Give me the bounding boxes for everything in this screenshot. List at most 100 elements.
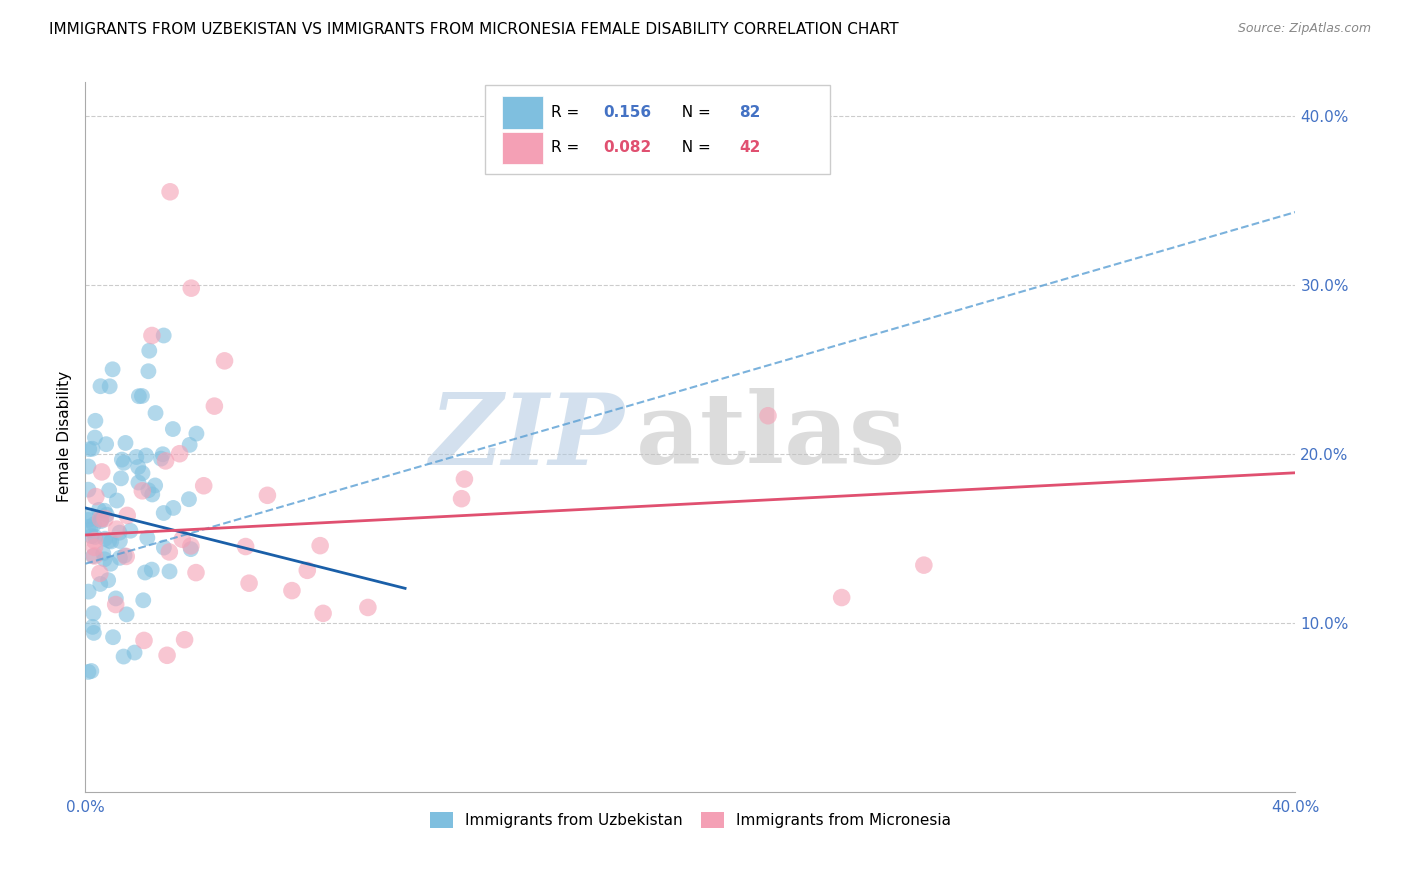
- Text: 42: 42: [738, 140, 761, 155]
- Legend: Immigrants from Uzbekistan, Immigrants from Micronesia: Immigrants from Uzbekistan, Immigrants f…: [423, 805, 957, 834]
- Text: N =: N =: [672, 105, 716, 120]
- Point: [97, 573, 120, 587]
- Text: IMMIGRANTS FROM UZBEKISTAN VS IMMIGRANTS FROM MICRONESIA FEMALE DISABILITY CORRE: IMMIGRANTS FROM UZBEKISTAN VS IMMIGRANTS…: [49, 22, 898, 37]
- Point: [84, 414, 107, 428]
- Point: [453, 472, 475, 486]
- Point: [101, 362, 124, 376]
- Point: [186, 426, 208, 441]
- Point: [108, 525, 131, 540]
- Point: [94, 532, 117, 546]
- Point: [112, 456, 135, 470]
- Point: [114, 549, 136, 563]
- Point: [93, 504, 115, 518]
- Point: [91, 546, 114, 560]
- Point: [90, 512, 112, 526]
- Point: [93, 552, 115, 566]
- Text: R =: R =: [551, 140, 585, 155]
- Point: [104, 591, 127, 606]
- Point: [309, 539, 332, 553]
- FancyBboxPatch shape: [485, 86, 830, 174]
- Point: [159, 565, 181, 579]
- Point: [357, 600, 380, 615]
- Point: [450, 491, 472, 506]
- Point: [132, 633, 155, 648]
- Point: [112, 649, 135, 664]
- Text: 0.082: 0.082: [603, 140, 651, 155]
- Point: [105, 493, 128, 508]
- Point: [83, 541, 105, 555]
- Point: [115, 549, 138, 564]
- Point: [79, 523, 101, 537]
- Point: [132, 593, 155, 607]
- Point: [115, 607, 138, 622]
- Point: [77, 442, 100, 457]
- Point: [84, 530, 107, 544]
- Point: [256, 488, 278, 502]
- Point: [84, 431, 107, 445]
- Point: [90, 514, 112, 528]
- Point: [127, 460, 149, 475]
- Point: [135, 449, 157, 463]
- Point: [152, 447, 174, 461]
- Point: [202, 399, 225, 413]
- Text: 82: 82: [738, 105, 761, 120]
- Point: [82, 607, 104, 621]
- Point: [179, 438, 201, 452]
- Text: ZIP: ZIP: [429, 389, 624, 485]
- Point: [115, 508, 138, 523]
- Text: 0.156: 0.156: [603, 105, 651, 120]
- Point: [80, 664, 103, 678]
- Point: [94, 511, 117, 525]
- Point: [157, 545, 180, 559]
- Point: [89, 566, 111, 581]
- Point: [756, 409, 779, 423]
- Point: [138, 343, 160, 358]
- Point: [83, 517, 105, 532]
- Point: [90, 465, 112, 479]
- Text: atlas: atlas: [636, 388, 907, 485]
- Point: [82, 620, 104, 634]
- Point: [184, 566, 207, 580]
- Point: [136, 531, 159, 545]
- Point: [108, 550, 131, 565]
- Point: [98, 379, 121, 393]
- Point: [104, 598, 127, 612]
- Point: [98, 483, 121, 498]
- Point: [152, 328, 174, 343]
- Text: N =: N =: [672, 140, 716, 155]
- Point: [100, 557, 122, 571]
- Point: [77, 584, 100, 599]
- Point: [128, 389, 150, 403]
- Point: [89, 577, 111, 591]
- Text: Source: ZipAtlas.com: Source: ZipAtlas.com: [1237, 22, 1371, 36]
- Point: [159, 185, 181, 199]
- Point: [83, 549, 105, 563]
- Point: [77, 520, 100, 534]
- Text: R =: R =: [551, 105, 585, 120]
- Point: [79, 508, 101, 523]
- Point: [77, 665, 100, 679]
- Point: [131, 389, 153, 403]
- Point: [84, 490, 107, 504]
- Point: [193, 479, 215, 493]
- Point: [143, 478, 166, 492]
- Point: [162, 500, 184, 515]
- Point: [108, 533, 131, 548]
- Point: [180, 539, 202, 553]
- Point: [145, 406, 167, 420]
- Point: [297, 563, 319, 577]
- Point: [180, 281, 202, 295]
- Point: [77, 459, 100, 474]
- Point: [90, 512, 112, 526]
- Point: [120, 524, 142, 538]
- Point: [162, 422, 184, 436]
- Point: [100, 534, 122, 549]
- Point: [131, 466, 153, 480]
- Point: [83, 533, 105, 548]
- Point: [114, 436, 136, 450]
- Point: [124, 646, 146, 660]
- Point: [131, 483, 153, 498]
- Point: [138, 364, 160, 378]
- Point: [172, 533, 194, 547]
- Point: [831, 591, 853, 605]
